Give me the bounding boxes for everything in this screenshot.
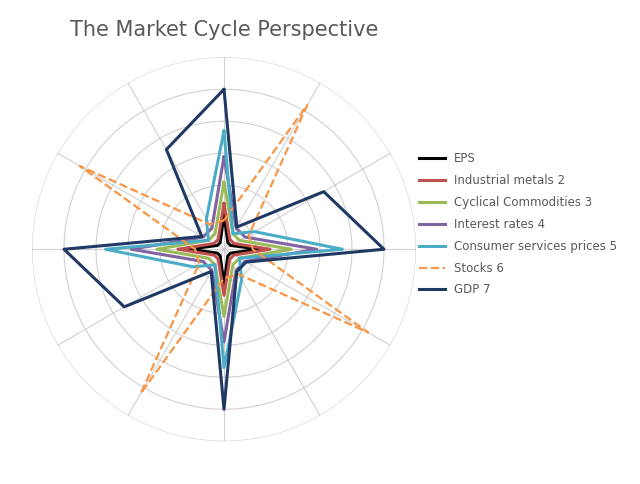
Title: The Market Cycle Perspective: The Market Cycle Perspective — [70, 20, 378, 41]
Legend: EPS, Industrial metals 2, Cyclical Commodities 3, Interest rates 4, Consumer ser: EPS, Industrial metals 2, Cyclical Commo… — [414, 148, 622, 301]
